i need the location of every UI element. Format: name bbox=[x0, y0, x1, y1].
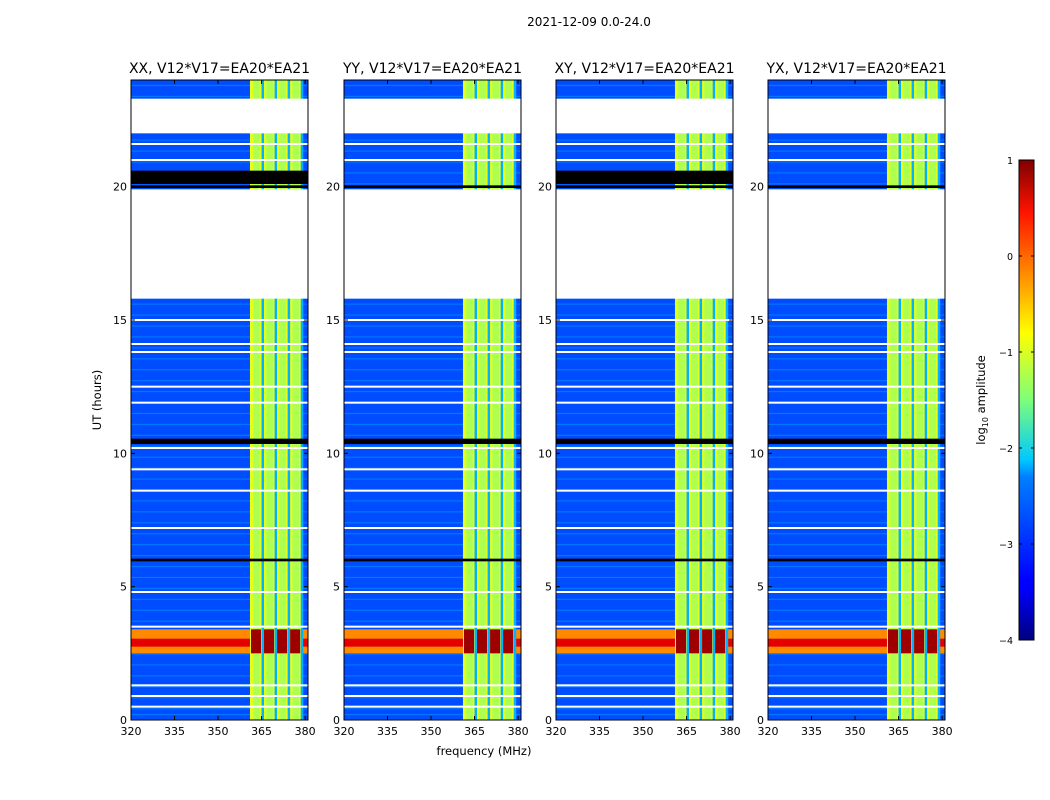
flag-lines bbox=[768, 143, 945, 708]
data-gap bbox=[344, 98, 521, 134]
panel-title-yx: YX, V12*V17=EA20*EA21 bbox=[765, 61, 946, 77]
x-tick-label: 335 bbox=[164, 725, 185, 738]
colorbar-tick-label: −2 bbox=[999, 444, 1013, 455]
panel-title-xx: XX, V12*V17=EA20*EA21 bbox=[129, 61, 310, 77]
x-tick-label: 335 bbox=[589, 725, 610, 738]
x-tick-label: 350 bbox=[421, 725, 442, 738]
x-tick-label: 365 bbox=[888, 725, 909, 738]
x-axis-label: frequency (MHz) bbox=[437, 744, 532, 758]
panel-yx: YX, V12*V17=EA20*EA21 320 335 350 365 380 0 5 10… bbox=[750, 61, 953, 738]
colorbar-tick-label: 1 bbox=[1007, 156, 1013, 167]
data-gap bbox=[131, 98, 308, 134]
x-tick-label: 320 bbox=[334, 725, 355, 738]
colorbar-tick-label: 0 bbox=[1007, 252, 1013, 263]
y-tick-label: 10 bbox=[113, 447, 127, 460]
panel-xx: XX, V12*V17=EA20*EA21 320 335 350 365 380 0 5 10… bbox=[113, 61, 316, 738]
y-tick-label: 20 bbox=[326, 181, 340, 194]
y-tick-label: 20 bbox=[538, 181, 552, 194]
x-tick-label: 350 bbox=[845, 725, 866, 738]
y-tick-label: 0 bbox=[333, 714, 340, 727]
axes-frame bbox=[130, 79, 309, 721]
x-tick-label: 365 bbox=[251, 725, 272, 738]
colorbar-label: log10 amplitude bbox=[974, 355, 990, 445]
data-gap bbox=[131, 189, 308, 299]
axes-frame bbox=[767, 79, 946, 721]
colorbar-gradient bbox=[1018, 159, 1035, 641]
y-tick-label: 5 bbox=[120, 581, 127, 594]
colorbar-tick-label: −3 bbox=[999, 540, 1013, 551]
y-tick-label: 15 bbox=[538, 314, 552, 327]
bad-data-bands bbox=[556, 170, 733, 562]
panel-title-xy: XY, V12*V17=EA20*EA21 bbox=[554, 61, 734, 77]
y-tick-label: 15 bbox=[326, 314, 340, 327]
colorbar: 1 0 −1 −2 −3 −4 log10 amplitude bbox=[974, 156, 1035, 647]
x-tick-label: 320 bbox=[121, 725, 142, 738]
data-gap bbox=[344, 189, 521, 299]
x-tick-label: 380 bbox=[932, 725, 953, 738]
x-tick-label: 350 bbox=[208, 725, 229, 738]
x-tick-label: 365 bbox=[464, 725, 485, 738]
flag-lines bbox=[131, 143, 308, 708]
bad-data-bands bbox=[131, 170, 308, 562]
x-tick-label: 335 bbox=[801, 725, 822, 738]
y-tick-label: 0 bbox=[757, 714, 764, 727]
y-tick-label: 20 bbox=[113, 181, 127, 194]
colorbar-tick-label: −4 bbox=[999, 636, 1013, 647]
data-gap bbox=[768, 98, 945, 134]
data-gap bbox=[768, 189, 945, 299]
x-tick-label: 380 bbox=[720, 725, 741, 738]
panel-yy: YY, V12*V17=EA20*EA21 320 335 350 365 380 0 5 10… bbox=[326, 61, 529, 738]
x-tick-label: 350 bbox=[633, 725, 654, 738]
y-tick-label: 10 bbox=[538, 447, 552, 460]
y-tick-label: 10 bbox=[326, 447, 340, 460]
axes-frame bbox=[343, 79, 522, 721]
x-tick-label: 380 bbox=[295, 725, 316, 738]
x-tick-label: 380 bbox=[508, 725, 529, 738]
flag-lines bbox=[344, 143, 521, 708]
x-tick-label: 320 bbox=[758, 725, 779, 738]
y-tick-label: 5 bbox=[545, 581, 552, 594]
colorbar-tick-label: −1 bbox=[999, 348, 1013, 359]
figure-suptitle: 2021-12-09 0.0-24.0 bbox=[527, 15, 651, 29]
flag-lines bbox=[556, 143, 733, 708]
y-tick-label: 5 bbox=[757, 581, 764, 594]
x-tick-label: 335 bbox=[377, 725, 398, 738]
x-tick-label: 320 bbox=[546, 725, 567, 738]
data-gap bbox=[556, 189, 733, 299]
panel-title-yy: YY, V12*V17=EA20*EA21 bbox=[342, 61, 522, 77]
y-tick-label: 10 bbox=[750, 447, 764, 460]
bad-data-bands bbox=[344, 185, 521, 562]
axes-frame bbox=[555, 79, 734, 721]
data-gap bbox=[556, 98, 733, 134]
panel-xy: XY, V12*V17=EA20*EA21 320 335 350 365 380 0 5 10… bbox=[538, 61, 741, 738]
signal-band bbox=[462, 80, 517, 720]
bad-data-bands bbox=[768, 185, 945, 562]
y-tick-label: 0 bbox=[545, 714, 552, 727]
y-axis-label: UT (hours) bbox=[90, 370, 104, 430]
x-tick-label: 365 bbox=[676, 725, 697, 738]
y-tick-label: 0 bbox=[120, 714, 127, 727]
y-tick-label: 15 bbox=[113, 314, 127, 327]
y-tick-label: 20 bbox=[750, 181, 764, 194]
y-tick-label: 5 bbox=[333, 581, 340, 594]
signal-band bbox=[886, 80, 941, 720]
y-tick-label: 15 bbox=[750, 314, 764, 327]
